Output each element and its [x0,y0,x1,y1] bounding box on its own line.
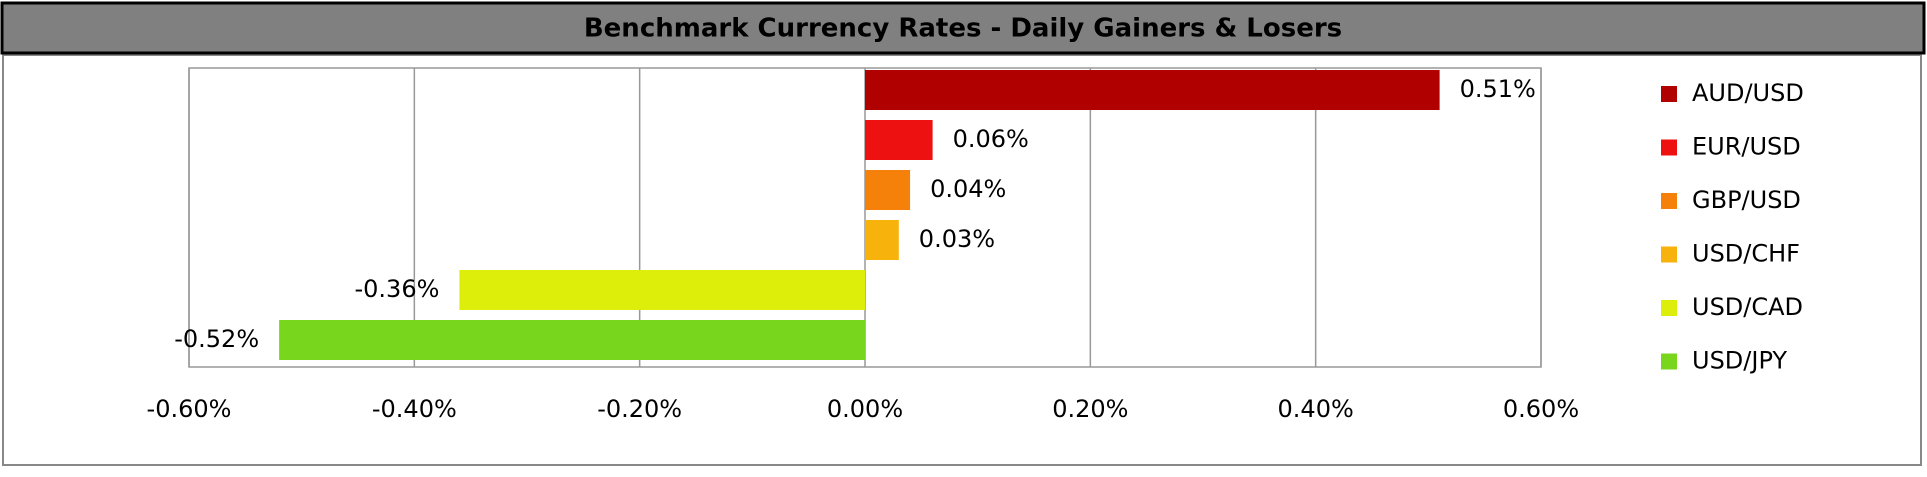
title-bar [0,1,1926,55]
data-label: -0.36% [354,275,439,303]
x-tick-label: 0.20% [1052,395,1128,423]
bar [865,120,933,160]
x-tick-label: -0.60% [147,395,232,423]
legend-swatch [1661,139,1677,156]
bar [459,270,865,310]
legend-swatch [1661,246,1677,263]
data-label: 0.04% [930,175,1006,203]
legend-label: USD/CAD [1692,293,1803,321]
x-tick-label: 0.40% [1278,395,1354,423]
x-tick-label: 0.60% [1503,395,1579,423]
legend-swatch [1661,300,1677,316]
legend-swatch [1661,353,1677,370]
legend-label: AUD/USD [1692,79,1804,107]
x-tick-label: -0.20% [597,395,682,423]
x-tick-label: 0.00% [827,395,903,423]
data-label: 0.51% [1460,75,1536,103]
bar [865,170,911,210]
data-label: -0.52% [174,325,259,353]
chart-title: Benchmark Currency Rates - Daily Gainers… [584,14,1342,44]
bar [865,70,1440,110]
bar [865,220,899,260]
legend-label: EUR/USD [1692,133,1801,161]
legend-swatch [1661,86,1677,102]
chart-frame [2,54,1922,466]
legend-label: GBP/USD [1692,186,1801,214]
data-label: 0.06% [953,125,1029,153]
data-label: 0.03% [919,225,995,253]
legend-swatch [1661,193,1677,209]
x-tick-label: -0.40% [372,395,457,423]
legend-label: USD/CHF [1692,240,1800,268]
bar [279,320,866,360]
legend-label: USD/JPY [1692,347,1787,375]
